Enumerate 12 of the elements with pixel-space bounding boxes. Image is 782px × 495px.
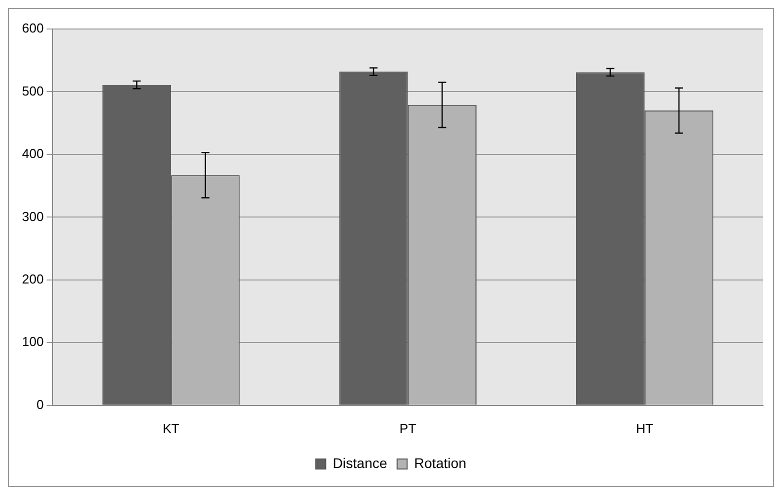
y-tick-label: 600 <box>22 20 44 36</box>
y-tick-label: 200 <box>22 272 44 287</box>
legend-label: Rotation <box>414 454 466 471</box>
x-tick-label: PT <box>400 420 416 436</box>
y-tick-label: 400 <box>22 146 44 162</box>
x-tick-label: KT <box>162 420 180 436</box>
y-tick-label: 0 <box>36 396 44 412</box>
y-tick-label: 500 <box>22 83 44 98</box>
x-tick-label: HT <box>636 420 654 436</box>
y-tick-label: 300 <box>22 208 44 224</box>
legend-label: Distance <box>332 454 388 471</box>
y-tick-label: 100 <box>22 334 44 350</box>
